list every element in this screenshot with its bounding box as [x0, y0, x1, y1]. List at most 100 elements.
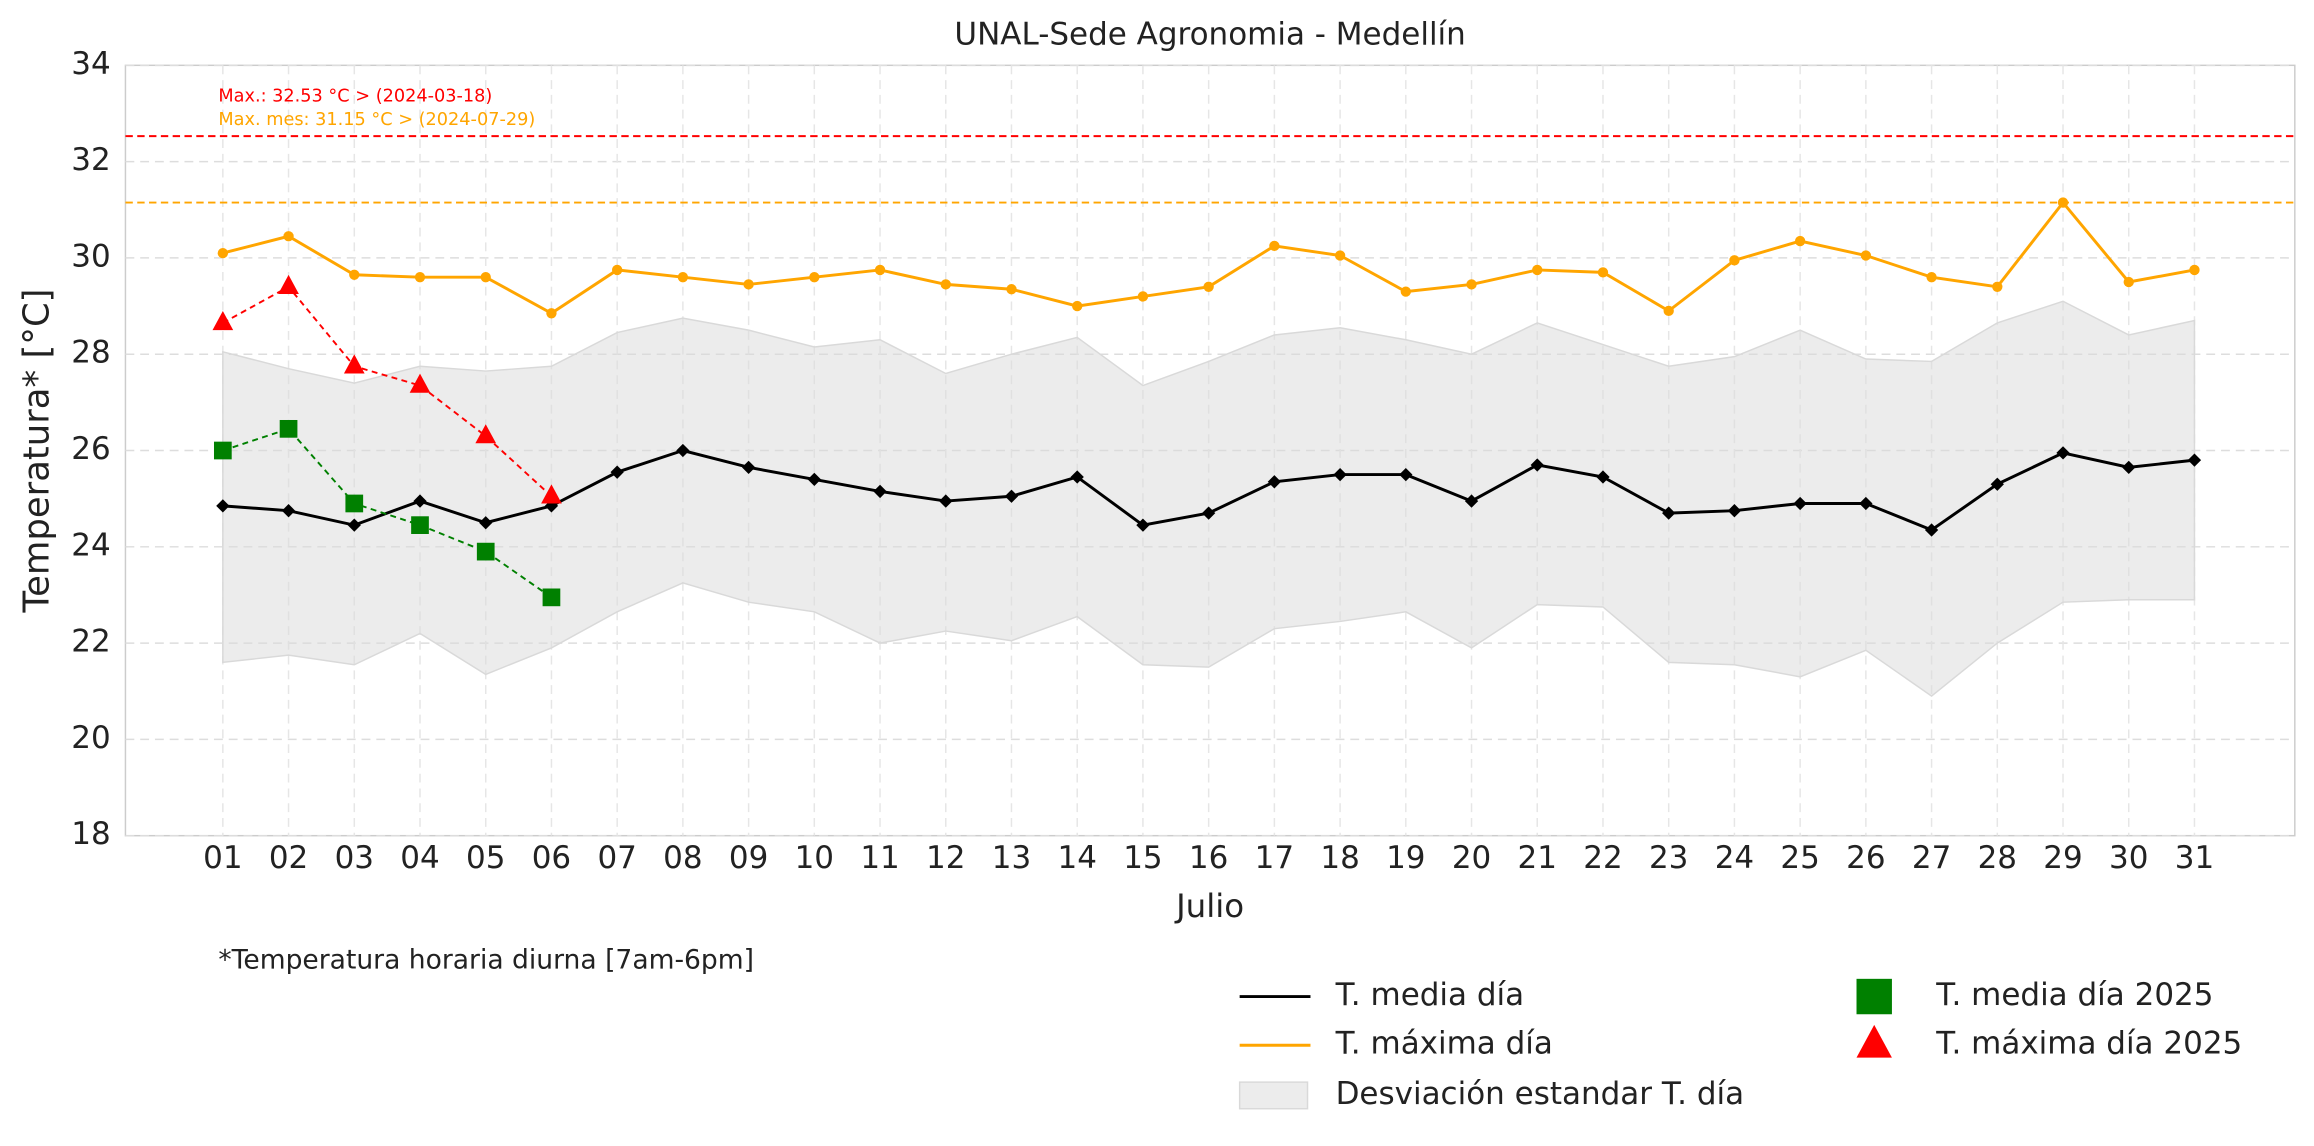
y-axis-label: Temperatura* [°C]: [16, 289, 57, 614]
y-tick-label: 28: [71, 335, 110, 371]
point: [2187, 453, 2202, 467]
point: [611, 264, 623, 276]
x-tick-label: 01: [203, 840, 242, 876]
x-axis-label: Julio: [1174, 887, 1244, 925]
x-tick-label: 18: [1320, 840, 1359, 876]
point: [2189, 264, 2200, 276]
chart-title: UNAL-Sede Agronomia - Medellín: [954, 16, 1465, 52]
x-tick-label: 17: [1255, 840, 1294, 876]
point: [409, 373, 431, 393]
point: [807, 472, 821, 487]
x-tick-label: 21: [1518, 840, 1557, 876]
reference-label: Max. mes: 31.15 °C > (2024-07-29): [218, 110, 535, 130]
point: [1532, 264, 1543, 276]
point: [480, 272, 491, 283]
point: [343, 354, 365, 374]
legend-swatch: [1856, 978, 1892, 1015]
point: [1137, 291, 1149, 302]
y-tick-label: 20: [71, 720, 110, 756]
x-tick-label: 07: [597, 840, 636, 876]
point: [743, 279, 754, 290]
x-tick-label: 25: [1780, 840, 1819, 876]
legend-label: T. máxima día 2025: [1935, 1026, 2242, 1062]
point: [345, 494, 364, 513]
point: [546, 308, 557, 319]
point: [1729, 255, 1740, 266]
x-tick-label: 10: [795, 840, 834, 876]
legend-label: T. máxima día: [1335, 1026, 1553, 1062]
std-band: [222, 300, 2196, 697]
y-tick-label: 30: [71, 238, 110, 274]
point: [1990, 477, 2004, 491]
point: [1400, 286, 1411, 297]
legend-label: T. media día: [1335, 977, 1525, 1013]
point: [411, 516, 429, 534]
x-tick-label: 04: [400, 840, 439, 876]
point: [1006, 284, 1017, 295]
point: [1530, 458, 1544, 472]
point: [216, 499, 230, 513]
x-tick-label: 06: [532, 840, 571, 876]
x-tick-label: 20: [1452, 840, 1491, 876]
point: [212, 311, 234, 331]
x-tick-label: 13: [992, 840, 1031, 876]
y-tick-label: 32: [71, 142, 110, 178]
point: [414, 272, 426, 283]
reference-label: Max.: 32.53 °C > (2024-03-18): [218, 86, 492, 106]
point: [741, 460, 756, 475]
point: [1004, 489, 1019, 503]
point: [1202, 506, 1216, 520]
legend-swatch: [1238, 1081, 1309, 1110]
point: [809, 272, 820, 283]
point: [475, 424, 497, 444]
point: [1663, 305, 1674, 317]
point: [1794, 235, 1806, 247]
point: [217, 247, 229, 259]
x-tick-label: 23: [1649, 840, 1688, 876]
point: [1662, 506, 1676, 520]
x-tick-label: 27: [1912, 840, 1951, 876]
x-tick-label: 03: [335, 840, 374, 876]
x-tick-label: 30: [2109, 840, 2148, 876]
point: [873, 484, 887, 499]
point: [476, 542, 495, 561]
legend-label: T. media día 2025: [1935, 977, 2213, 1013]
x-tick-label: 16: [1189, 840, 1228, 876]
point: [940, 279, 951, 290]
point: [677, 272, 689, 283]
x-tick-label: 19: [1386, 840, 1425, 876]
x-tick-label: 31: [2175, 840, 2214, 876]
x-tick-label: 14: [1057, 840, 1096, 876]
y-tick-label: 26: [71, 431, 110, 467]
point: [349, 269, 360, 280]
point: [1334, 250, 1346, 261]
point: [610, 465, 624, 479]
x-tick-label: 09: [729, 840, 768, 876]
point: [1203, 281, 1214, 292]
x-tick-label: 26: [1846, 840, 1885, 876]
x-tick-label: 29: [2043, 840, 2082, 876]
point: [1992, 281, 2003, 292]
point: [413, 494, 427, 508]
point: [1269, 240, 1280, 252]
point: [1727, 504, 1742, 518]
x-tick-label: 28: [1978, 840, 2017, 876]
x-tick-label: 15: [1123, 840, 1162, 876]
point: [213, 441, 232, 460]
point: [1793, 496, 1807, 511]
x-tick-label: 22: [1583, 840, 1622, 876]
x-tick-label: 12: [926, 840, 965, 876]
x-tick-label: 11: [860, 840, 899, 876]
point: [2056, 446, 2070, 460]
point: [2123, 276, 2134, 288]
point: [1596, 470, 1610, 484]
y-tick-label: 18: [71, 816, 110, 852]
point: [279, 419, 298, 438]
point: [2057, 197, 2069, 208]
point: [1072, 300, 1083, 312]
y-tick-label: 34: [71, 46, 110, 82]
point: [278, 274, 299, 295]
point: [542, 588, 561, 607]
point: [1466, 279, 1477, 290]
